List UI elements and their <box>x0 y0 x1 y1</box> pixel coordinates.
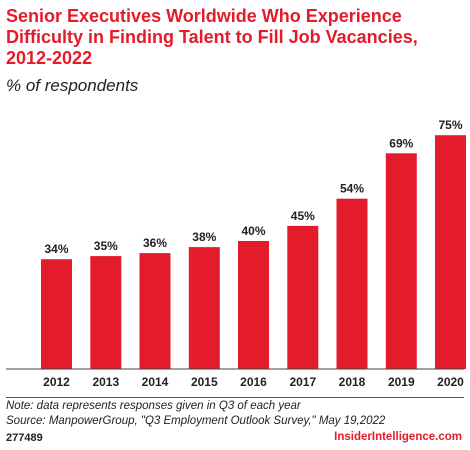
data-label-2019: 69% <box>389 136 413 150</box>
bar-2019 <box>386 153 417 369</box>
bar-2016 <box>238 241 269 369</box>
brand-link[interactable]: InsiderIntelligence.com <box>334 431 462 443</box>
bar-2017 <box>287 226 318 369</box>
footer-note: Note: data represents responses given in… <box>6 400 301 412</box>
data-label-2017: 45% <box>291 209 315 223</box>
bar-2015 <box>189 247 220 369</box>
bar-2013 <box>90 256 121 369</box>
data-label-2014: 36% <box>143 236 167 250</box>
data-label-2016: 40% <box>241 224 265 238</box>
data-label-2015: 38% <box>192 230 216 244</box>
data-label-2013: 35% <box>94 239 118 253</box>
data-label-2018: 54% <box>340 182 364 196</box>
x-tick-2013: 2013 <box>92 375 119 389</box>
data-label-2012: 34% <box>44 242 68 256</box>
bars-group: 34% 35% 36% 38% 40% 45% 54% 69% 75% <box>41 118 466 369</box>
x-tick-2014: 2014 <box>142 375 169 389</box>
data-label-2020: 75% <box>438 118 462 132</box>
x-tick-2012: 2012 <box>43 375 70 389</box>
x-tick-2020: 2020 <box>437 375 464 389</box>
x-tick-2016: 2016 <box>240 375 267 389</box>
footer-divider <box>6 397 464 398</box>
x-tick-2019: 2019 <box>388 375 415 389</box>
x-tick-2018: 2018 <box>339 375 366 389</box>
x-tick-2015: 2015 <box>191 375 218 389</box>
bar-2020 <box>435 135 466 369</box>
bar-2014 <box>140 253 171 369</box>
chart-id: 277489 <box>6 432 43 444</box>
bar-chart: 34% 35% 36% 38% 40% 45% 54% 69% 75% 2012 2013 2014… <box>0 0 470 400</box>
bar-2012 <box>41 259 72 369</box>
bar-2018 <box>337 199 368 369</box>
footer-source: Source: ManpowerGroup, "Q3 Employment Ou… <box>6 415 385 427</box>
x-tick-labels: 2012 2013 2014 2015 2016 2017 2018 2019 2020 <box>43 375 464 389</box>
x-tick-2017: 2017 <box>289 375 316 389</box>
